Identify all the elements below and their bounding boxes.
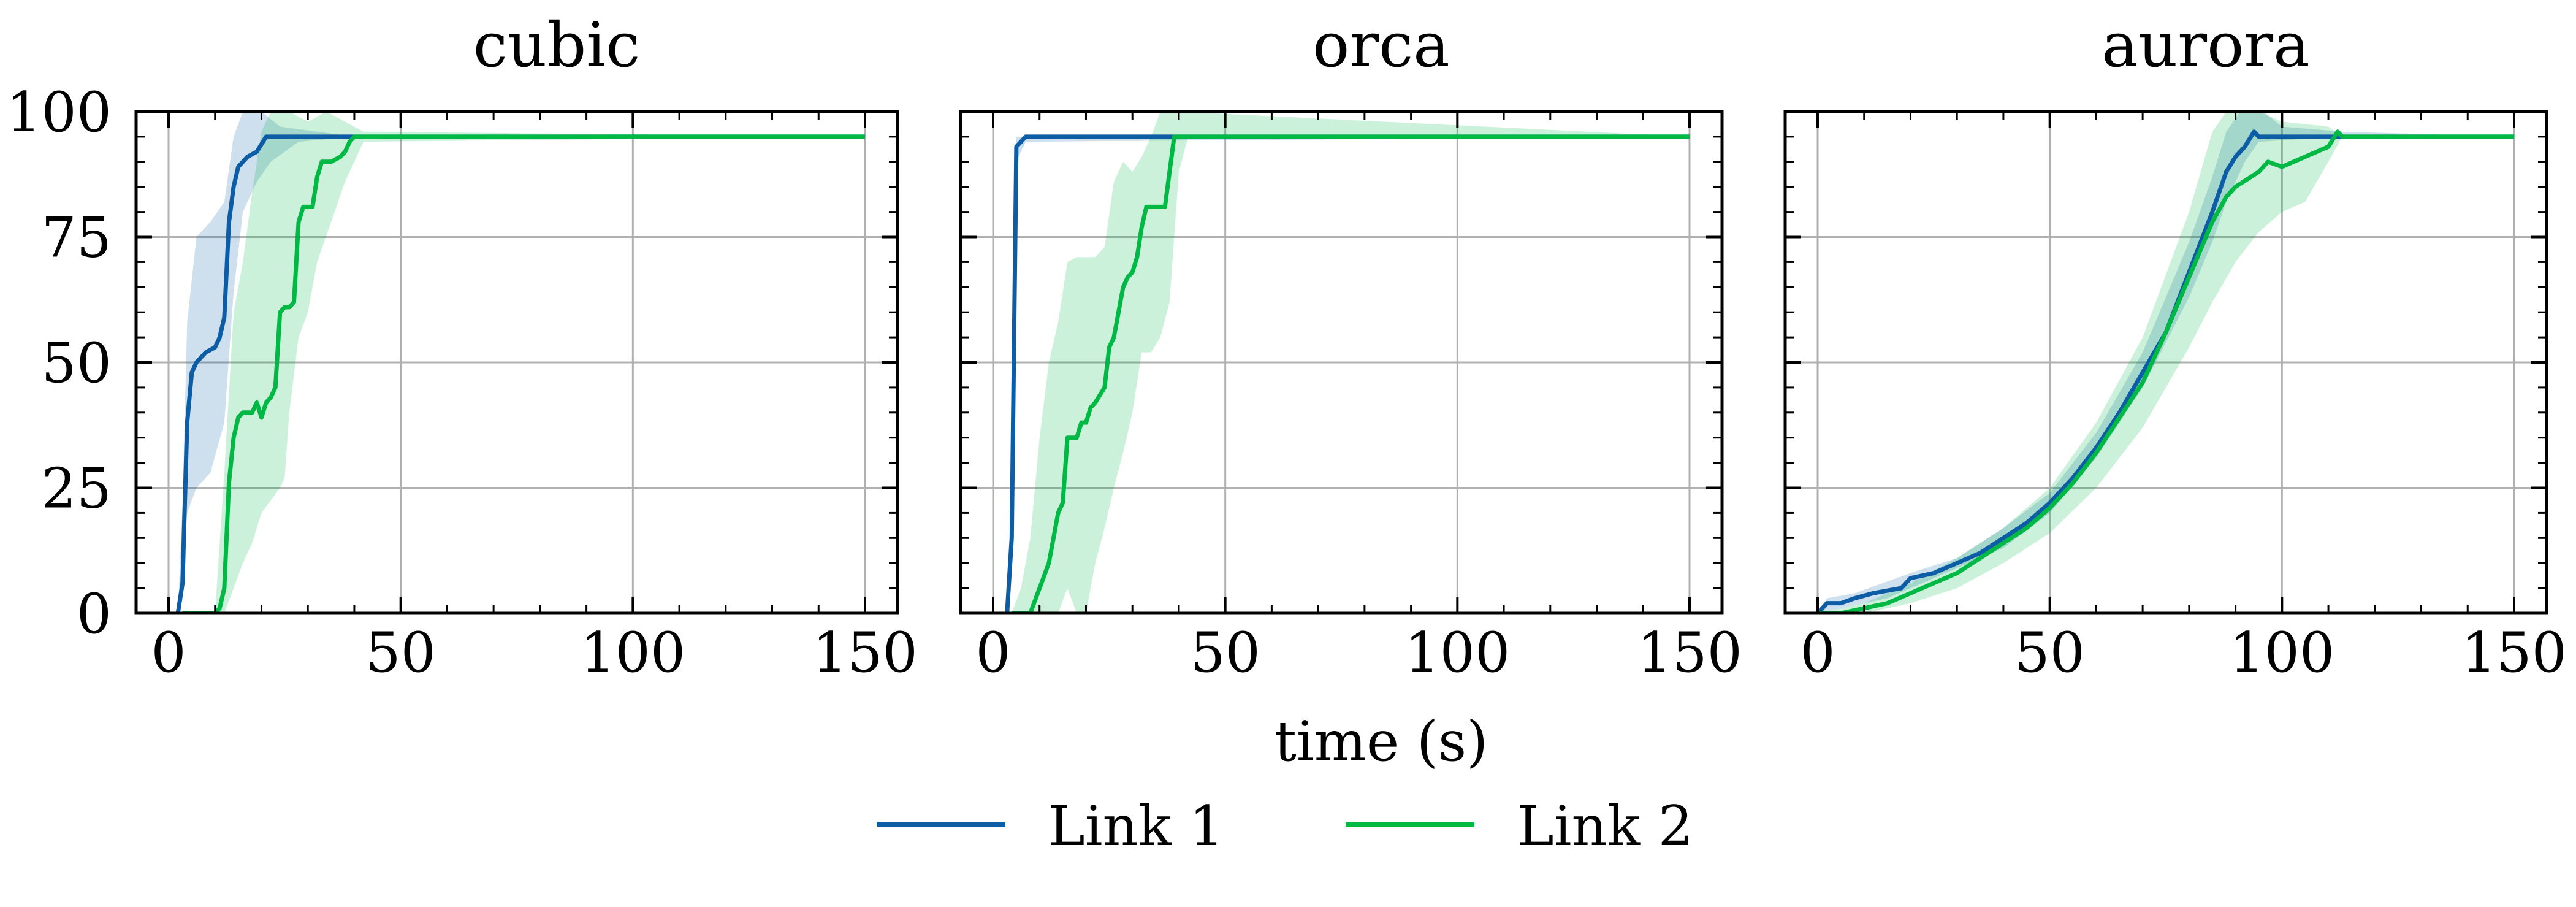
confidence-band-series-2 — [1818, 112, 2514, 613]
series-line-1 — [1816, 129, 2514, 613]
panel-aurora: aurora 0 50 100 150 — [1783, 9, 2567, 685]
x-tick-label: 150 — [812, 621, 918, 685]
panel-title: aurora — [2102, 9, 2309, 81]
plot-frame — [134, 110, 899, 615]
plot-frame — [1783, 110, 2548, 615]
panel-orca: orca 0 50 100 150 — [959, 9, 1742, 685]
x-tick-label: 50 — [1190, 621, 1260, 685]
y-tick-label: 0 — [77, 582, 112, 646]
plot-frame — [959, 110, 1724, 615]
confidence-band-series-1 — [178, 112, 865, 613]
x-tick-label: 150 — [2461, 621, 2567, 685]
x-tick-label: 0 — [151, 621, 186, 685]
confidence-band-series-2 — [1012, 112, 1690, 613]
series-line-2 — [182, 134, 865, 613]
y-tick-label: 75 — [41, 206, 112, 270]
series-line-2 — [1012, 134, 1690, 613]
legend-label-link-1: Link 1 — [1048, 794, 1224, 859]
x-tick-label: 100 — [580, 621, 685, 685]
panel-title: cubic — [473, 9, 640, 81]
x-tick-label: 100 — [1404, 621, 1510, 685]
x-axis-label: time (s) — [1275, 710, 1488, 774]
x-tick-label: 0 — [1800, 621, 1835, 685]
legend: Link 1 Link 2 — [877, 794, 1693, 859]
x-tick-label: 150 — [1637, 621, 1742, 685]
y-tick-label: 25 — [41, 457, 112, 521]
panel-cubic: cubic 0 50 100 150 0 25 50 75 100 — [6, 9, 918, 685]
panel-title: orca — [1313, 9, 1450, 81]
plot-area: 0 50 100 150 — [1783, 110, 2567, 685]
x-tick-label: 0 — [975, 621, 1010, 685]
plot-area: 0 50 100 150 0 25 50 75 100 — [6, 80, 918, 685]
y-tick-label: 100 — [6, 80, 112, 145]
legend-label-link-2: Link 2 — [1517, 794, 1693, 859]
series-line-1 — [175, 134, 865, 613]
x-tick-label: 100 — [2229, 621, 2334, 685]
series-line-2 — [1818, 129, 2514, 613]
x-tick-label: 50 — [365, 621, 436, 685]
x-tick-label: 50 — [2014, 621, 2085, 685]
y-tick-label: 50 — [41, 331, 112, 396]
plot-area: 0 50 100 150 — [959, 110, 1742, 685]
